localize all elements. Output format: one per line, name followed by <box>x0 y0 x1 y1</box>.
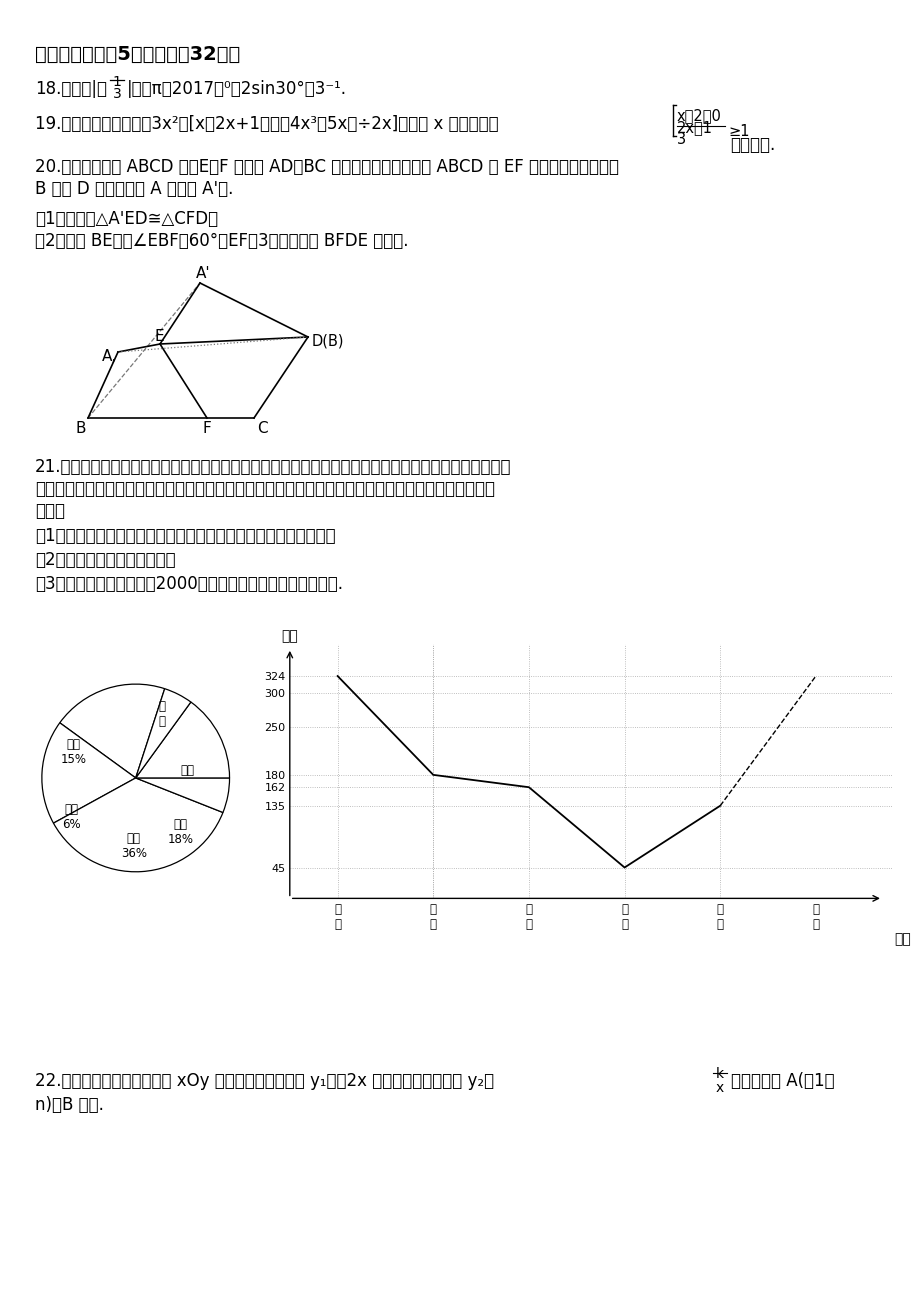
Text: （3）若该校九年级学生约2000人请你估算喜欢物理学科的人数.: （3）若该校九年级学生约2000人请你估算喜欢物理学科的人数. <box>35 575 343 592</box>
Text: |＋（π－2017）⁰－2sin30°＋3⁻¹.: |＋（π－2017）⁰－2sin30°＋3⁻¹. <box>127 79 346 98</box>
Text: 19.先化简，再求值：－3x²－[x（2x+1）＋（4x³－5x）÷2x]，其中 x 是不等式组: 19.先化简，再求值：－3x²－[x（2x+1）＋（4x³－5x）÷2x]，其中… <box>35 115 498 133</box>
Text: 18.计算：|－: 18.计算：|－ <box>35 79 107 98</box>
Text: （2）将折线统计图补充完整；: （2）将折线统计图补充完整； <box>35 551 176 569</box>
Text: ≥1: ≥1 <box>727 124 749 139</box>
Text: A,: A, <box>102 349 117 365</box>
Text: 22.如图，在平面直角坐标系 xOy 中，已知正比例函数 y₁＝－2x 的图象与反比例函数 y₂＝: 22.如图，在平面直角坐标系 xOy 中，已知正比例函数 y₁＝－2x 的图象与… <box>35 1072 494 1090</box>
Text: 化学
18%: 化学 18% <box>167 819 194 846</box>
Text: E: E <box>154 329 165 344</box>
Wedge shape <box>42 723 136 823</box>
Text: 20.在平行四边形 ABCD 中，E、F 分别是 AD、BC 上的点，将平行四边形 ABCD 沿 EF 所在直线翻折，使点: 20.在平行四边形 ABCD 中，E、F 分别是 AD、BC 上的点，将平行四边… <box>35 158 618 176</box>
Wedge shape <box>53 777 222 872</box>
Text: 的整数解.: 的整数解. <box>729 135 775 154</box>
Wedge shape <box>136 689 190 777</box>
Text: 政治
36%: 政治 36% <box>120 832 147 859</box>
Text: D(B): D(B) <box>312 333 344 348</box>
Text: C: C <box>256 421 267 436</box>
Text: 3: 3 <box>112 87 121 102</box>
Wedge shape <box>136 702 230 777</box>
Text: 人数: 人数 <box>281 629 298 643</box>
Text: x－2＜0: x－2＜0 <box>676 108 721 122</box>
Text: 选出自己最喜欢的科目，将调查数据汇总整理后，绘制了两幅不同的统计图，请你根据图中信息解答下列: 选出自己最喜欢的科目，将调查数据汇总整理后，绘制了两幅不同的统计图，请你根据图中… <box>35 480 494 497</box>
Text: 地
理: 地 理 <box>158 700 165 728</box>
Text: k: k <box>715 1068 723 1081</box>
Text: n)，B 两点.: n)，B 两点. <box>35 1096 104 1115</box>
Text: （1）求证：△A'ED≅△CFD；: （1）求证：△A'ED≅△CFD； <box>35 210 218 228</box>
Wedge shape <box>60 684 165 777</box>
Text: （1）被抽查的学生共有多少人？求出地理学科所在扇形的圆心角；: （1）被抽查的学生共有多少人？求出地理学科所在扇形的圆心角； <box>35 527 335 546</box>
Text: 2x＋1: 2x＋1 <box>676 120 712 135</box>
Text: 科目: 科目 <box>893 932 910 947</box>
Text: 物理: 物理 <box>180 764 194 777</box>
Text: B 与点 D 重合，且点 A 落在点 A'处.: B 与点 D 重合，且点 A 落在点 A'处. <box>35 180 233 198</box>
Text: 历史
6%: 历史 6% <box>62 803 81 832</box>
Text: 生物
15%: 生物 15% <box>61 738 86 766</box>
Text: 3: 3 <box>676 132 686 147</box>
Text: F: F <box>203 421 211 436</box>
Text: x: x <box>715 1081 723 1095</box>
Text: 问题：: 问题： <box>35 503 65 519</box>
Text: 1: 1 <box>112 76 121 89</box>
Text: （2）连结 BE，若∠EBF＝60°，EF＝3，求四边形 BFDE 的面积.: （2）连结 BE，若∠EBF＝60°，EF＝3，求四边形 BFDE 的面积. <box>35 232 408 250</box>
Wedge shape <box>136 777 230 812</box>
Text: 三．解答题（共5小题，满分32分）: 三．解答题（共5小题，满分32分） <box>35 46 240 64</box>
Text: 的图象交于 A(－1，: 的图象交于 A(－1， <box>731 1072 834 1090</box>
Text: B: B <box>76 421 86 436</box>
Text: 21.某校对九年级学生进行随机抽样调查，被抽到的学生从物理、化学、生物、地理、历史和政治这六科中: 21.某校对九年级学生进行随机抽样调查，被抽到的学生从物理、化学、生物、地理、历… <box>35 458 511 477</box>
Text: A': A' <box>196 266 210 281</box>
